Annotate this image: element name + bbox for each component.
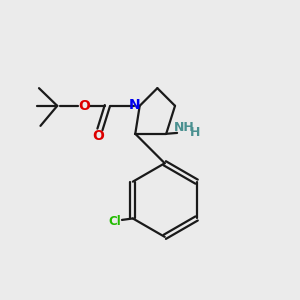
Text: O: O [92,129,104,143]
Text: H: H [190,126,200,139]
Text: Cl: Cl [109,215,122,228]
Text: N: N [129,98,140,112]
Text: NH: NH [174,122,195,134]
Text: O: O [78,99,90,113]
